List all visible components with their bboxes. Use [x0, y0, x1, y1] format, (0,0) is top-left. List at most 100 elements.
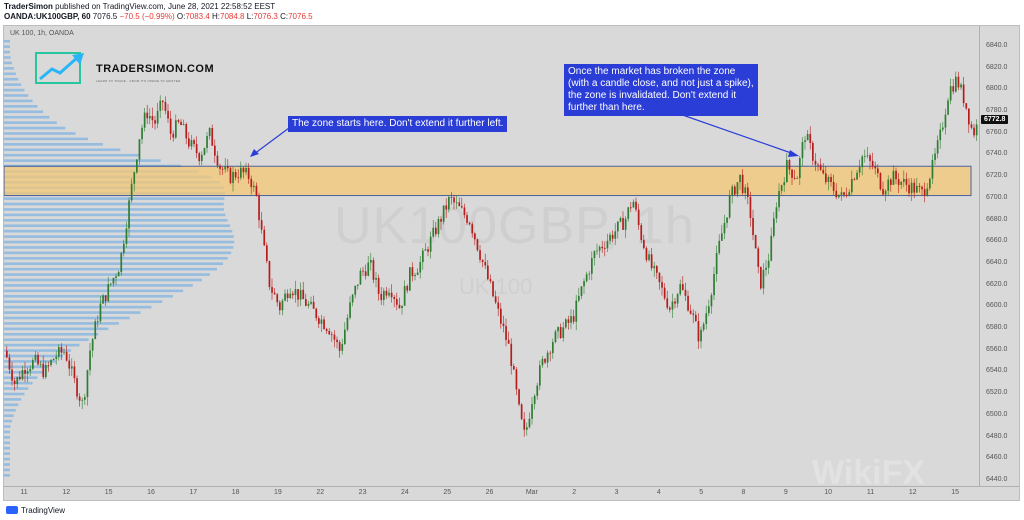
candle-body	[110, 283, 112, 285]
candle-body	[913, 182, 916, 193]
candle-body	[448, 197, 450, 210]
candle-body	[73, 366, 76, 379]
candle-body	[422, 250, 424, 263]
time-axis[interactable]: 11 12 15 16 17 18 19 22 23 24 25 26 Mar 2 3 4 5 8 9 10 11 12 1…	[4, 486, 1019, 500]
candle-body	[669, 307, 671, 310]
candle-body	[107, 284, 110, 302]
volume-profile-bar	[4, 197, 225, 200]
arrowhead-icon	[250, 149, 259, 157]
price-tick-label: 6580.0	[986, 324, 1008, 332]
candle-body	[661, 282, 663, 288]
candle-body	[416, 272, 419, 275]
time-tick-label: 19	[274, 489, 282, 496]
candle-body	[640, 225, 643, 240]
candle-body	[6, 350, 8, 358]
ohlc-c-label: C:	[280, 12, 289, 21]
candle-body	[921, 186, 923, 190]
candle-body	[237, 177, 240, 179]
last-price: 7076.5	[92, 12, 118, 21]
chart-canvas[interactable]	[4, 26, 979, 486]
candle-body	[383, 290, 385, 300]
candle-body	[86, 370, 89, 398]
candle-body	[832, 181, 835, 191]
candle-body	[487, 265, 489, 280]
volume-profile-bar	[4, 430, 10, 434]
candle-body	[968, 108, 970, 125]
tradingview-brand: TradingView	[21, 506, 66, 515]
candle-body	[783, 182, 786, 186]
symbol-line: OANDA:UK100GBP, 60 7076.5 −70.5 (−0.99%)…	[4, 12, 313, 21]
candle-body	[19, 377, 21, 380]
footer: TradingView	[0, 502, 1024, 520]
candle-body	[666, 298, 669, 308]
candle-body	[510, 343, 513, 367]
candle-body	[354, 285, 357, 295]
candle-body	[591, 258, 593, 274]
candle-body	[344, 329, 346, 345]
volume-profile-bar	[4, 148, 121, 152]
candle-body	[554, 331, 557, 343]
candle-body	[684, 289, 687, 296]
volume-profile-bar	[4, 208, 225, 211]
candle-body	[884, 190, 887, 195]
volume-profile-bar	[4, 229, 233, 233]
arrowhead-icon	[788, 150, 799, 157]
candle-body	[528, 418, 531, 428]
candle-body	[791, 169, 793, 178]
volume-profile-bar	[4, 39, 10, 43]
ohlc-open: 7083.4	[185, 12, 210, 21]
candle-body	[656, 266, 658, 273]
candle-body	[273, 292, 276, 295]
candle-body	[778, 190, 780, 208]
author-name[interactable]: TraderSimon	[4, 2, 53, 11]
volume-profile-bar	[4, 132, 76, 135]
annotation-zone-start[interactable]: The zone starts here. Don't extend it fu…	[288, 116, 508, 132]
time-tick-label: 11	[20, 489, 28, 496]
price-axis[interactable]: 6840.0 6820.0 6800.0 6780.0 6760.0 6740.0 6720…	[979, 26, 1019, 486]
publish-line: TraderSimon published on TradingView.com…	[4, 2, 275, 11]
candle-body	[598, 246, 601, 251]
candle-body	[780, 185, 783, 191]
volume-profile-bar	[4, 246, 234, 249]
candle-body	[115, 276, 117, 278]
annotation-zone-broken[interactable]: Once the market has broken the zone (wit…	[564, 64, 758, 116]
logo-tagline: LEARN TO TRADE · FROM ITS INSIDE TO MAST…	[96, 79, 181, 83]
annotation-arrow-line	[253, 127, 290, 155]
candle-body	[767, 260, 770, 268]
volume-profile-bar	[4, 327, 109, 331]
candle-body	[71, 366, 73, 369]
candle-body	[13, 380, 16, 385]
tradingview-logo[interactable]: TradingView	[6, 506, 65, 515]
chart-frame[interactable]: UK100GBP, 1h UK 100 UK 100, 1h, OANDA TR…	[3, 25, 1020, 501]
trend-arrow-icon	[35, 52, 84, 84]
candle-body	[960, 84, 962, 88]
candle-body	[255, 185, 258, 196]
volume-profile-bar	[4, 474, 10, 477]
candle-body	[185, 124, 188, 139]
candle-body	[736, 182, 739, 195]
candle-body	[227, 166, 229, 169]
price-tick-label: 6820.0	[986, 63, 1008, 71]
candle-body	[102, 295, 104, 304]
candle-body	[697, 321, 700, 342]
volume-profile-bar	[4, 126, 66, 130]
candle-body	[819, 164, 822, 170]
candle-body	[245, 168, 247, 173]
candle-body	[809, 133, 812, 143]
chart-plot-area[interactable]: UK100GBP, 1h UK 100 UK 100, 1h, OANDA TR…	[4, 26, 979, 492]
candle-body	[835, 190, 838, 198]
candle-body	[708, 306, 710, 314]
price-tick-label: 6760.0	[986, 128, 1008, 136]
candle-body	[500, 308, 502, 324]
volume-profile-bar	[4, 381, 33, 385]
candle-body	[172, 133, 175, 138]
candle-body	[284, 293, 286, 301]
volume-profile-bar	[4, 408, 16, 412]
candle-body	[476, 239, 479, 251]
volume-profile-bar	[4, 202, 224, 206]
candle-body	[141, 127, 143, 140]
logo-name: TRADERSIMON.COM	[96, 63, 215, 75]
candle-body	[120, 252, 123, 273]
candle-body	[866, 155, 869, 157]
time-tick-label: 10	[824, 489, 833, 496]
